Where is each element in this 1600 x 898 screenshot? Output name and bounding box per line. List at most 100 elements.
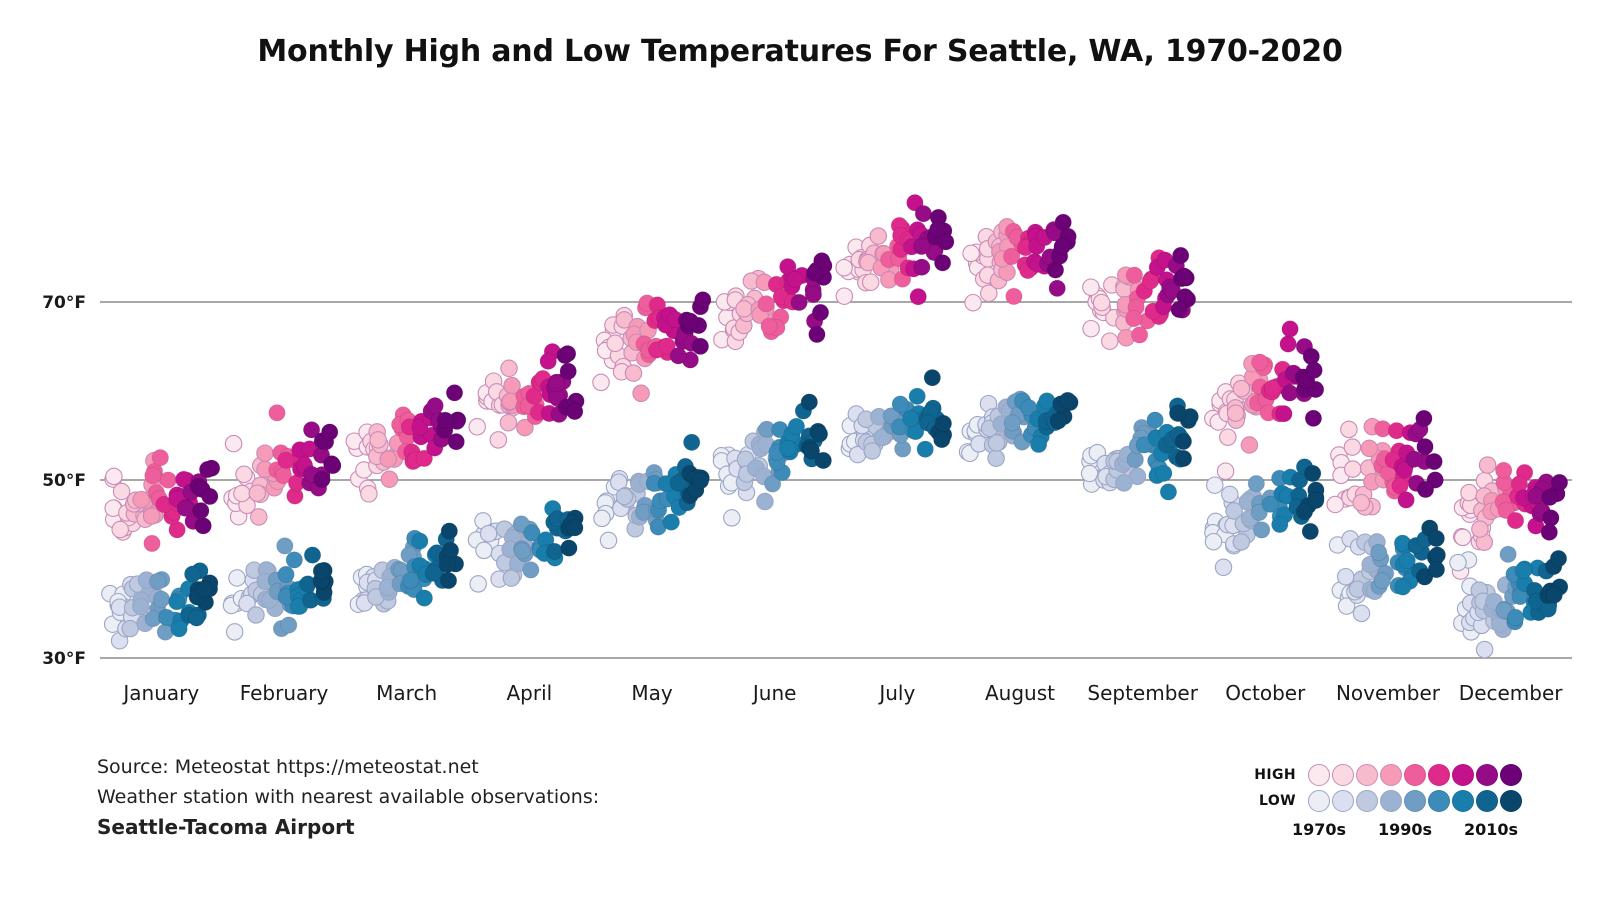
legend-swatch-high — [1404, 764, 1426, 786]
data-point — [1271, 515, 1289, 534]
legend-swatch-low — [1332, 790, 1354, 812]
legend-swatch-high — [1380, 764, 1402, 786]
legend-swatches-high — [1308, 764, 1522, 786]
data-point — [1540, 523, 1558, 541]
data-point — [1221, 485, 1239, 504]
data-point — [1275, 405, 1293, 423]
data-point — [1506, 511, 1525, 530]
data-point — [152, 590, 171, 608]
data-point — [144, 467, 162, 485]
data-point — [980, 284, 998, 303]
data-point — [556, 346, 574, 364]
data-point — [632, 384, 650, 403]
data-point — [1425, 452, 1443, 471]
data-point — [238, 594, 256, 613]
x-tick-label: February — [240, 681, 329, 705]
data-point — [933, 430, 951, 449]
data-point — [475, 541, 493, 560]
legend-swatch-high — [1476, 764, 1498, 786]
data-point — [913, 258, 931, 276]
data-point — [276, 537, 294, 555]
data-point — [1499, 545, 1517, 563]
legend-swatch-high — [1332, 764, 1354, 786]
data-point — [436, 411, 454, 429]
data-point — [112, 482, 131, 501]
data-point — [1307, 491, 1325, 509]
data-point — [1225, 502, 1243, 520]
data-point — [566, 402, 584, 421]
data-point — [199, 460, 217, 479]
data-point — [787, 417, 806, 435]
data-point — [811, 303, 830, 322]
data-point — [313, 470, 331, 488]
data-point — [440, 522, 458, 540]
data-point — [201, 487, 219, 505]
data-point — [228, 569, 246, 587]
data-point — [615, 487, 634, 506]
legend-swatches-low — [1308, 790, 1522, 812]
data-point — [559, 362, 577, 380]
data-point — [1541, 488, 1559, 506]
data-point — [1514, 561, 1532, 580]
data-point — [987, 449, 1005, 467]
data-point — [964, 293, 982, 312]
data-point — [1295, 503, 1314, 521]
legend-swatch-low — [1428, 790, 1450, 812]
data-point — [1416, 480, 1435, 498]
data-point — [1427, 560, 1446, 579]
data-point — [168, 593, 186, 611]
data-point — [302, 421, 321, 439]
data-point — [1305, 361, 1323, 379]
data-point — [1155, 464, 1173, 482]
source-line: Source: Meteostat https://meteostat.net — [97, 756, 479, 778]
data-point — [1226, 404, 1245, 422]
data-point — [735, 300, 753, 318]
data-point — [756, 492, 774, 511]
data-point — [929, 220, 947, 238]
data-point — [149, 572, 167, 591]
data-point — [1281, 384, 1299, 402]
x-tick-label: July — [877, 681, 915, 705]
data-point — [923, 369, 941, 387]
data-point — [158, 608, 176, 627]
x-tick-label: January — [121, 681, 199, 705]
data-point — [909, 288, 927, 306]
data-point — [426, 397, 444, 415]
x-tick-label: October — [1225, 681, 1306, 705]
data-point — [250, 508, 268, 526]
data-point — [192, 502, 210, 520]
data-point — [1344, 460, 1362, 478]
data-point — [1279, 335, 1297, 353]
data-point — [277, 451, 295, 469]
data-point — [1495, 461, 1513, 479]
data-point — [1082, 278, 1100, 296]
data-point — [479, 524, 498, 543]
data-point — [1216, 462, 1235, 480]
data-point — [592, 373, 610, 392]
data-point — [1471, 520, 1489, 538]
data-point — [225, 623, 244, 641]
data-point — [1360, 439, 1379, 458]
data-point — [1391, 477, 1409, 495]
y-tick-label: 30°F — [42, 649, 86, 669]
x-tick-label: April — [506, 681, 552, 705]
data-point — [1240, 436, 1259, 454]
data-point — [662, 513, 680, 531]
data-point — [805, 264, 824, 282]
data-point — [1427, 529, 1445, 548]
data-point — [411, 532, 429, 550]
data-point — [1415, 409, 1433, 427]
x-tick-label: June — [751, 681, 797, 705]
data-point — [681, 312, 699, 330]
data-point — [415, 589, 433, 607]
data-point — [863, 442, 881, 460]
data-point — [1475, 640, 1494, 659]
data-point — [1170, 300, 1188, 319]
data-points — [101, 194, 1569, 659]
data-point — [606, 334, 624, 353]
data-point — [914, 205, 933, 223]
data-point — [369, 431, 387, 449]
data-point — [902, 409, 920, 428]
data-point — [1405, 450, 1423, 468]
